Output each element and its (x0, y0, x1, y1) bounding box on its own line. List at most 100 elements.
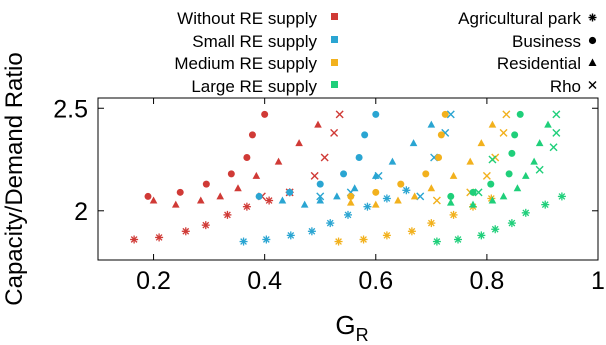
data-point-cross (552, 128, 561, 137)
y-axis-label: Capacity/Demand Ratio (1, 52, 28, 305)
data-point-circle (347, 192, 355, 200)
legend-marker-cross (588, 81, 597, 89)
y-tick-label: 2.5 (53, 95, 88, 123)
legend-label-without-re: Without RE supply (177, 9, 317, 28)
legend-label-residential: Residential (497, 54, 581, 73)
data-point-triangle (300, 200, 309, 208)
data-point-circle (202, 180, 210, 188)
data-point-circle (487, 180, 495, 188)
data-point-asterisk (262, 235, 271, 244)
data-point-asterisk (477, 231, 486, 240)
data-point-asterisk (432, 237, 441, 246)
x-tick-label: 0.8 (470, 267, 505, 295)
legend-marker-medium-re (331, 59, 338, 66)
data-point-cross (535, 165, 544, 174)
data-point-asterisk (449, 210, 458, 219)
data-point-circle (355, 153, 363, 161)
data-point-cross (330, 128, 339, 137)
data-point-asterisk (265, 196, 274, 205)
legend-entry-small-re: Small RE supply (192, 32, 338, 51)
data-point-circle (435, 153, 443, 161)
data-point-cross (488, 155, 497, 164)
data-point-circle (340, 170, 348, 178)
data-point-asterisk (382, 231, 391, 240)
data-point-cross (549, 143, 558, 152)
data-point-cross (446, 110, 455, 119)
data-point-cross (499, 128, 508, 137)
data-point-triangle (469, 200, 477, 208)
data-point-asterisk (382, 194, 391, 203)
data-point-triangle (521, 171, 530, 179)
data-point-circle (261, 110, 269, 118)
data-point-circle (469, 188, 477, 196)
legend-entry-large-re: Large RE supply (191, 77, 338, 96)
data-point-circle (316, 180, 324, 188)
legend-marker-small-re (331, 36, 338, 43)
data-point-circle (511, 131, 519, 139)
data-point-circle (372, 188, 380, 196)
data-point-triangle (477, 139, 486, 147)
data-point-circle (505, 170, 513, 178)
data-point-triangle (216, 192, 225, 200)
data-point-triangle (196, 196, 205, 204)
data-point-triangle (427, 184, 436, 192)
data-point-triangle (278, 196, 287, 204)
data-point-circle (227, 170, 235, 178)
data-point-asterisk (334, 237, 343, 246)
data-point-asterisk (286, 231, 295, 240)
data-point-circle (516, 110, 524, 118)
data-point-triangle (544, 120, 552, 128)
data-point-asterisk (541, 200, 550, 209)
data-point-asterisk (242, 202, 251, 211)
legend-entry-agricultural-park: Agricultural park (458, 9, 597, 28)
data-point-cross (482, 171, 491, 180)
data-point-circle (248, 131, 256, 139)
data-point-asterisk (344, 210, 352, 219)
data-point-triangle (499, 192, 508, 200)
data-point-circle (144, 192, 152, 200)
data-point-circle (255, 192, 263, 200)
data-point-circle (508, 149, 516, 157)
data-point-triangle (333, 192, 341, 200)
data-point-triangle (530, 157, 538, 165)
data-point-asterisk (326, 219, 335, 228)
axis-ticks (98, 98, 599, 260)
shape-legend: Agricultural park Business Residential R… (458, 9, 597, 96)
data-point-triangle (234, 184, 242, 192)
data-point-triangle (346, 198, 355, 206)
data-point-circle (361, 131, 369, 139)
data-point-asterisk (155, 233, 164, 242)
data-point-triangle (314, 120, 322, 128)
data-point-cross (552, 110, 561, 119)
legend-entry-residential: Residential (497, 54, 597, 73)
data-point-asterisk (427, 219, 436, 228)
legend-marker-triangle (588, 58, 597, 66)
legend-entry-medium-re: Medium RE supply (174, 54, 338, 73)
axis-tick-labels: 0.2 0.4 0.6 0.8 1 2 2.5 (53, 95, 605, 295)
legend-label-rho: Rho (550, 77, 581, 96)
y-tick-label: 2 (74, 198, 88, 226)
data-point-triangle (394, 196, 402, 204)
data-point-asterisk (239, 237, 248, 246)
data-point-triangle (171, 200, 180, 208)
data-point-circle (176, 188, 184, 196)
data-point-triangle (149, 196, 158, 204)
legend-label-agricultural-park: Agricultural park (458, 9, 581, 28)
data-point-triangle (427, 120, 436, 128)
data-point-triangle (371, 200, 380, 208)
data-point-asterisk (402, 186, 411, 195)
legend-label-small-re: Small RE supply (192, 32, 317, 51)
data-point-circle (286, 188, 294, 196)
x-axis-label-subscript: R (356, 325, 369, 345)
x-axis-label-main: G (335, 310, 355, 340)
x-tick-label: 1 (591, 267, 605, 295)
x-tick-label: 0.6 (358, 267, 393, 295)
data-point-asterisk (363, 202, 372, 211)
data-point-triangle (274, 157, 283, 165)
data-point-cross (335, 110, 344, 119)
data-point-circle (372, 110, 380, 118)
legend-label-large-re: Large RE supply (191, 77, 317, 96)
data-point-circle (422, 170, 430, 178)
data-point-asterisk (201, 221, 210, 230)
